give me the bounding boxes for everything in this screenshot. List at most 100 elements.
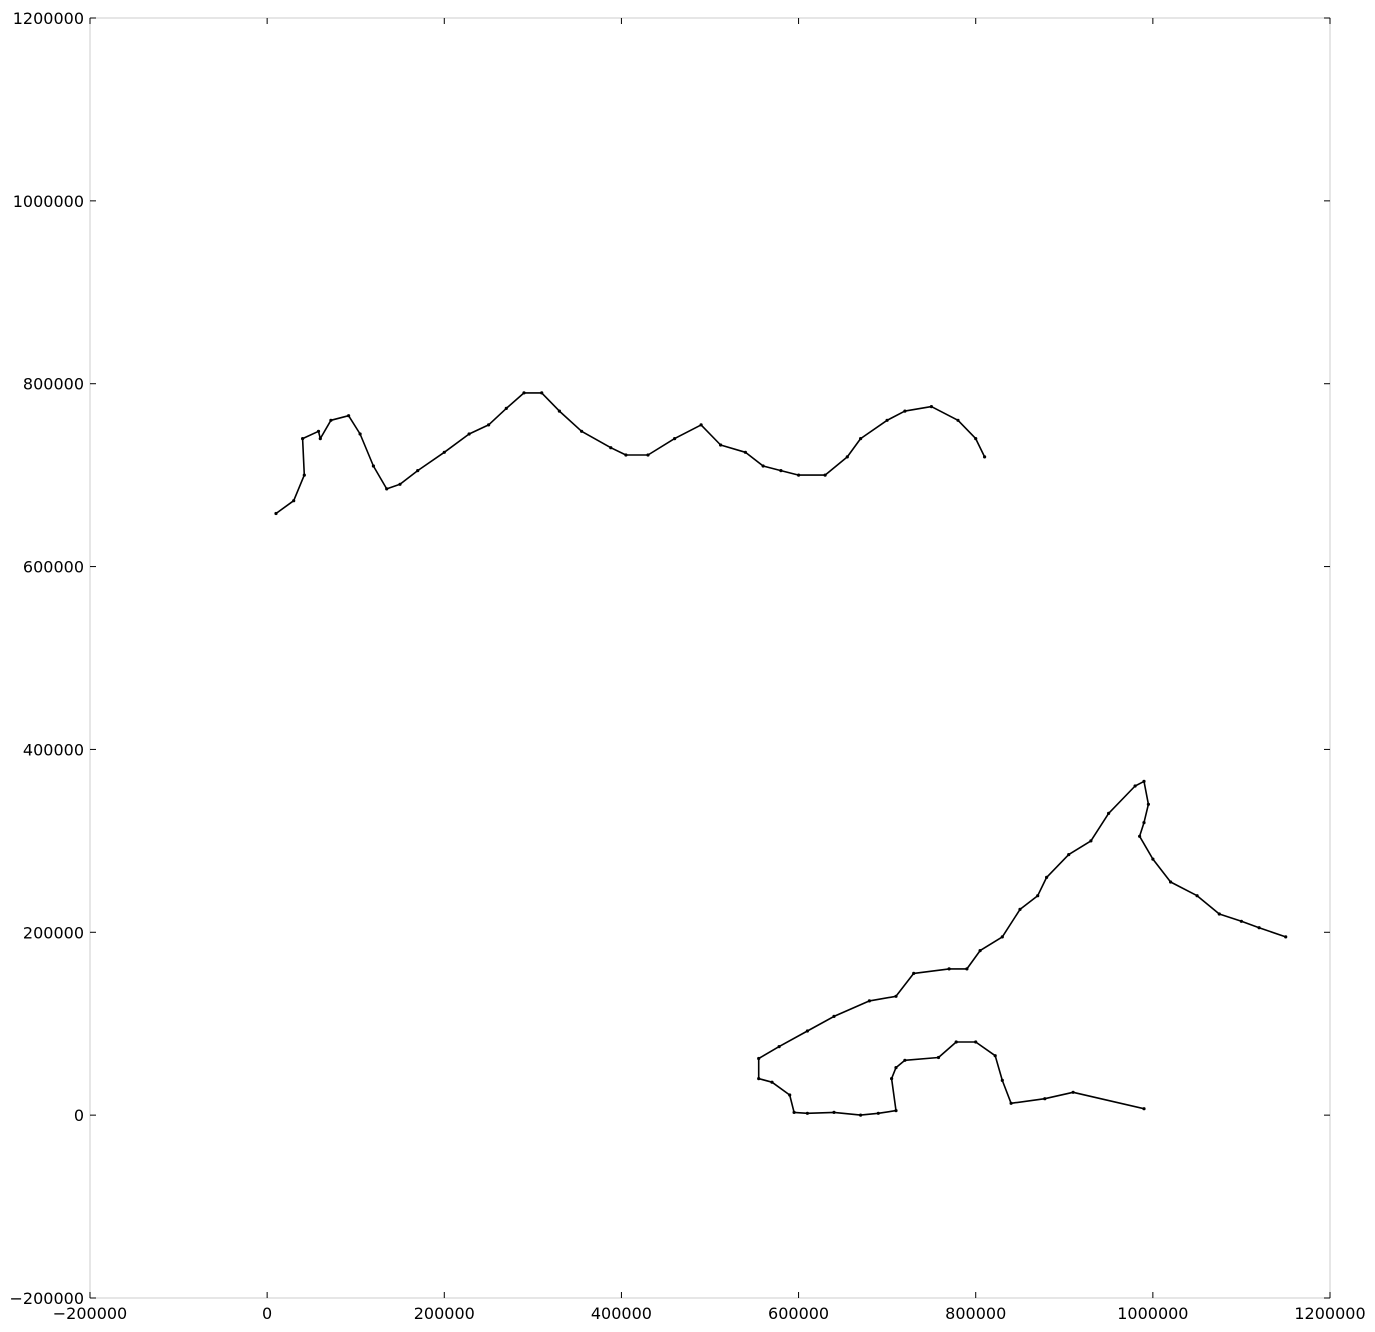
tour-point (1133, 784, 1137, 788)
x-tick-label: 600000 (768, 1304, 829, 1323)
tour-point (845, 455, 849, 459)
tour-point (646, 453, 650, 457)
tour-point (580, 429, 584, 433)
tour-point (1000, 1078, 1004, 1082)
tour-point (788, 1093, 792, 1097)
tour-point (609, 446, 613, 450)
tour-point (416, 469, 420, 473)
tour-point (487, 423, 491, 427)
tour-point (1142, 821, 1146, 825)
tour-point (1045, 875, 1049, 880)
x-tick-label: 200000 (414, 1304, 475, 1323)
tour-point (859, 437, 863, 441)
x-tick-label: 0 (262, 1304, 272, 1323)
tour-point (894, 994, 898, 998)
tour-point (1000, 935, 1004, 939)
tour-point (540, 391, 544, 395)
tour-point (978, 949, 982, 953)
tour-point (1107, 811, 1111, 816)
tour-point (302, 473, 306, 477)
x-tick-label: 800000 (945, 1304, 1006, 1323)
y-tick-label: 1200000 (13, 9, 84, 28)
y-tick-label: 200000 (23, 923, 84, 942)
tour-point (832, 1014, 836, 1019)
tour-point (743, 450, 748, 454)
tour-point (1284, 935, 1288, 939)
tour-point (1067, 853, 1071, 857)
tour-point (557, 409, 562, 413)
tour-point (1018, 907, 1022, 912)
tour-point (965, 967, 969, 971)
tour-point (947, 967, 951, 971)
tour-point (761, 464, 765, 468)
tour-point (885, 418, 889, 422)
tour-point (792, 1110, 796, 1114)
axis-ticks (89, 17, 1331, 1299)
tour-point (316, 429, 321, 433)
tour-point (371, 464, 375, 468)
tour-point (1142, 779, 1146, 784)
tour-point (1169, 880, 1173, 884)
tour-point (1146, 802, 1150, 806)
tour-point (1138, 834, 1142, 838)
tour-point (1142, 1107, 1146, 1111)
tour-point (1239, 919, 1243, 923)
tour-point (823, 473, 827, 477)
tour-line-1 (275, 392, 986, 515)
tour-point (777, 1045, 781, 1049)
tour-point (956, 418, 960, 422)
tour-point (757, 1056, 761, 1061)
tour-point (398, 482, 402, 486)
tour-point (890, 1077, 894, 1081)
tour-point (1071, 1090, 1075, 1094)
x-tick-label: 1000000 (1117, 1304, 1188, 1323)
tour-point (993, 1054, 997, 1058)
tour-point (770, 1080, 774, 1084)
x-tick-label: 400000 (591, 1304, 652, 1323)
tour-point (797, 473, 801, 477)
tour-point (385, 487, 389, 491)
tour-point (974, 1040, 978, 1044)
x-tick-label: 1200000 (1294, 1304, 1365, 1323)
tour-point (442, 450, 446, 454)
tour-point (719, 443, 723, 447)
tour-point (522, 391, 526, 395)
tour-point (274, 511, 278, 516)
tour-point (954, 1040, 958, 1044)
tour-point (301, 437, 305, 441)
tour-point (876, 1111, 880, 1115)
tour-point (1195, 894, 1199, 898)
plot-frame (89, 17, 1331, 1299)
tour-point (673, 437, 677, 441)
tour-point (912, 971, 916, 976)
tour-point (805, 1029, 810, 1033)
tour-point (805, 1111, 810, 1115)
tour-points (274, 391, 1288, 1117)
tour-point (903, 1058, 907, 1062)
x-tick-labels: −200000 0 200000 400000 600000 800000 1000000 1… (53, 1304, 1366, 1323)
tour-point (624, 453, 628, 457)
y-tick-label: 800000 (23, 375, 84, 394)
tour-point (974, 437, 978, 441)
y-tick-labels: 1200000 1000000 800000 600000 400000 200000 0 −… (10, 9, 84, 1308)
tour-point (1036, 894, 1040, 898)
tour-point (467, 432, 471, 436)
tour-point (1089, 839, 1093, 843)
y-tick-label: 400000 (23, 740, 84, 759)
tour-point (1151, 857, 1155, 861)
tour-point (894, 1066, 898, 1070)
y-tick-label: −200000 (10, 1289, 84, 1308)
tour-point (504, 406, 508, 410)
tour-point (983, 455, 987, 459)
tour-point (1043, 1097, 1047, 1101)
tour-point (832, 1110, 836, 1114)
tour-point (699, 423, 703, 427)
tour-point (358, 432, 362, 436)
tour-point (867, 999, 872, 1003)
tour-point (779, 469, 783, 473)
y-tick-label: 600000 (23, 558, 84, 577)
tour-point (318, 437, 322, 441)
tour-point (1009, 1101, 1013, 1105)
tour-lines (275, 392, 1286, 1116)
tour-point (903, 409, 907, 413)
